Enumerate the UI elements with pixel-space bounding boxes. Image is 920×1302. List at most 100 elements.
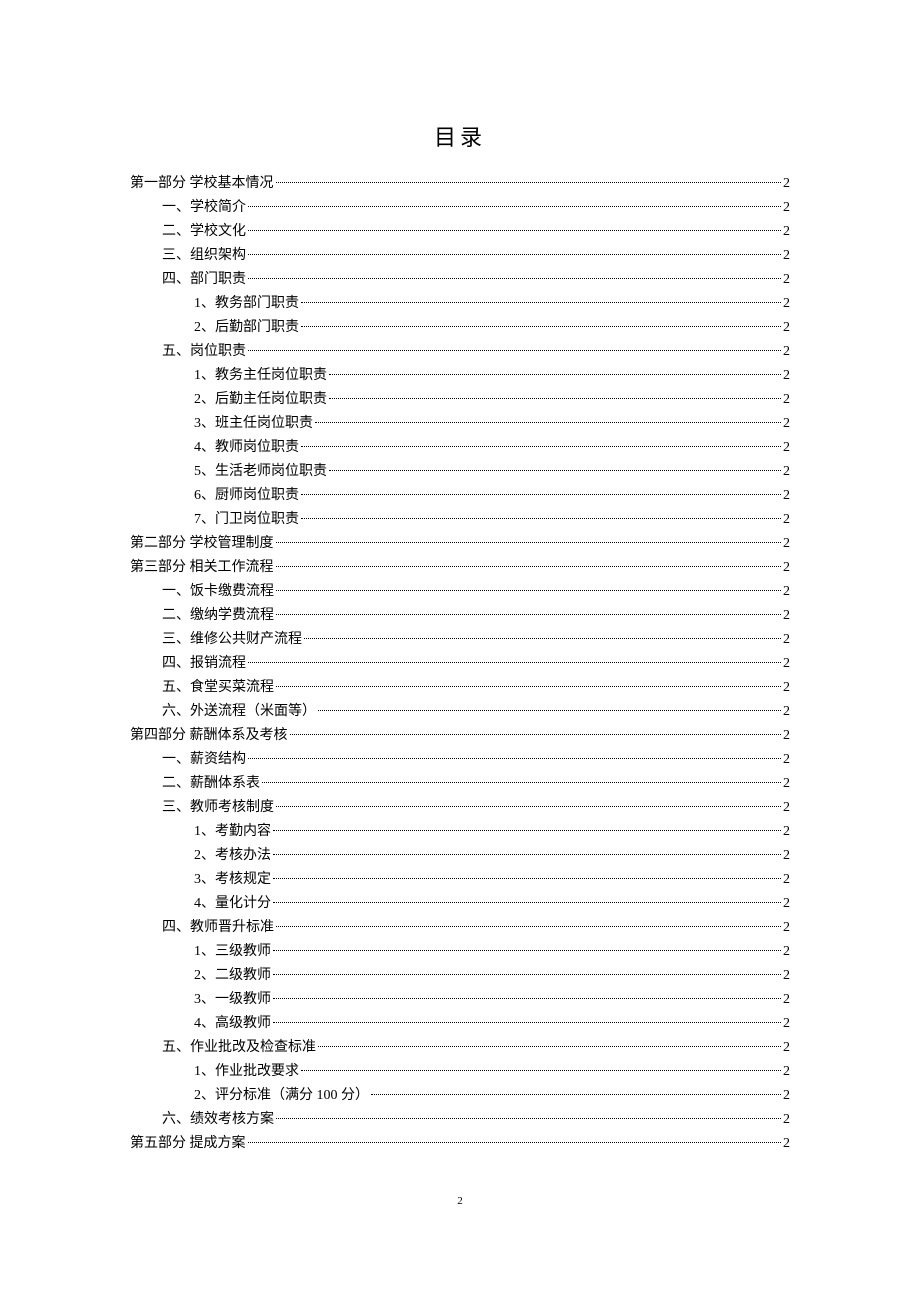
toc-leader-dots xyxy=(273,998,781,999)
toc-entry: 六、外送流程（米面等）2 xyxy=(130,700,790,724)
page-number: 2 xyxy=(0,1195,920,1207)
toc-leader-dots xyxy=(301,494,781,495)
toc-entry-page: 2 xyxy=(783,580,790,604)
toc-entry-text: 2、考核办法 xyxy=(194,844,271,868)
toc-entry: 3、一级教师2 xyxy=(130,988,790,1012)
toc-entry-page: 2 xyxy=(783,292,790,316)
toc-entry-text: 六、绩效考核方案 xyxy=(162,1108,274,1132)
toc-entry: 三、教师考核制度2 xyxy=(130,796,790,820)
toc-leader-dots xyxy=(276,590,781,591)
toc-entry-text: 1、教务部门职责 xyxy=(194,292,299,316)
toc-entry-page: 2 xyxy=(783,868,790,892)
toc-entry: 1、作业批改要求2 xyxy=(130,1060,790,1084)
toc-entry: 五、食堂买菜流程2 xyxy=(130,676,790,700)
toc-entry-page: 2 xyxy=(783,628,790,652)
toc-entry-text: 2、后勤主任岗位职责 xyxy=(194,388,327,412)
toc-title: 目录 xyxy=(130,120,790,152)
toc-entry: 第四部分 薪酬体系及考核2 xyxy=(130,724,790,748)
toc-entry-text: 4、教师岗位职责 xyxy=(194,436,299,460)
toc-leader-dots xyxy=(276,686,781,687)
toc-leader-dots xyxy=(248,662,781,663)
toc-entry-text: 第五部分 提成方案 xyxy=(130,1132,246,1156)
toc-entry-text: 3、班主任岗位职责 xyxy=(194,412,313,436)
toc-leader-dots xyxy=(304,638,781,639)
toc-entry: 一、薪资结构2 xyxy=(130,748,790,772)
toc-leader-dots xyxy=(248,758,781,759)
toc-leader-dots xyxy=(276,926,781,927)
toc-entry: 二、缴纳学费流程2 xyxy=(130,604,790,628)
toc-entry: 第三部分 相关工作流程2 xyxy=(130,556,790,580)
toc-entry-text: 4、量化计分 xyxy=(194,892,271,916)
toc-entry-text: 2、后勤部门职责 xyxy=(194,316,299,340)
toc-entry-page: 2 xyxy=(783,244,790,268)
toc-leader-dots xyxy=(248,254,781,255)
toc-entry-page: 2 xyxy=(783,340,790,364)
toc-entry-page: 2 xyxy=(783,964,790,988)
toc-leader-dots xyxy=(301,446,781,447)
toc-entry: 第五部分 提成方案2 xyxy=(130,1132,790,1156)
toc-entry: 一、学校简介2 xyxy=(130,196,790,220)
toc-entry-text: 第二部分 学校管理制度 xyxy=(130,532,274,556)
toc-leader-dots xyxy=(276,182,782,183)
toc-leader-dots xyxy=(248,230,781,231)
toc-entry-page: 2 xyxy=(783,844,790,868)
toc-entry-text: 五、作业批改及检查标准 xyxy=(162,1036,316,1060)
toc-entry: 5、生活老师岗位职责2 xyxy=(130,460,790,484)
toc-entry: 四、报销流程2 xyxy=(130,652,790,676)
toc-entry-page: 2 xyxy=(783,172,790,196)
toc-leader-dots xyxy=(301,302,781,303)
toc-entry-page: 2 xyxy=(783,820,790,844)
toc-entry: 2、后勤主任岗位职责2 xyxy=(130,388,790,412)
toc-entry-page: 2 xyxy=(783,676,790,700)
toc-entry-text: 第三部分 相关工作流程 xyxy=(130,556,274,580)
toc-entry-text: 一、饭卡缴费流程 xyxy=(162,580,274,604)
toc-entry: 二、薪酬体系表 2 xyxy=(130,772,790,796)
toc-entry-text: 第一部分 学校基本情况 xyxy=(130,172,274,196)
toc-entry-page: 2 xyxy=(783,1060,790,1084)
toc-entry-page: 2 xyxy=(783,700,790,724)
toc-entry: 1、教务主任岗位职责 2 xyxy=(130,364,790,388)
toc-entry-page: 2 xyxy=(783,364,790,388)
toc-entry-page: 2 xyxy=(783,460,790,484)
toc-leader-dots xyxy=(329,470,781,471)
toc-entry: 四、教师晋升标准2 xyxy=(130,916,790,940)
toc-leader-dots xyxy=(301,326,781,327)
toc-entry-text: 7、门卫岗位职责 xyxy=(194,508,299,532)
toc-entry: 4、高级教师2 xyxy=(130,1012,790,1036)
toc-entry-text: 2、二级教师 xyxy=(194,964,271,988)
toc-entry: 2、后勤部门职责 2 xyxy=(130,316,790,340)
toc-entry-text: 三、教师考核制度 xyxy=(162,796,274,820)
toc-entry: 1、考勤内容2 xyxy=(130,820,790,844)
toc-leader-dots xyxy=(273,1022,781,1023)
toc-entry-text: 1、三级教师 xyxy=(194,940,271,964)
toc-leader-dots xyxy=(273,854,781,855)
toc-entry: 五、作业批改及检查标准2 xyxy=(130,1036,790,1060)
toc-entry: 6、厨师岗位职责2 xyxy=(130,484,790,508)
toc-entry-page: 2 xyxy=(783,1084,790,1108)
toc-entry-page: 2 xyxy=(783,604,790,628)
toc-entry-text: 3、考核规定 xyxy=(194,868,271,892)
toc-entry: 四、部门职责2 xyxy=(130,268,790,292)
toc-entry-text: 一、学校简介 xyxy=(162,196,246,220)
toc-entry: 一、饭卡缴费流程 2 xyxy=(130,580,790,604)
toc-entry-text: 二、薪酬体系表 xyxy=(162,772,260,796)
toc-entry-page: 2 xyxy=(783,652,790,676)
toc-entry-page: 2 xyxy=(783,772,790,796)
toc-entry-page: 2 xyxy=(783,316,790,340)
toc-leader-dots xyxy=(329,374,781,375)
toc-entry-text: 三、维修公共财产流程 xyxy=(162,628,302,652)
toc-leader-dots xyxy=(276,1118,781,1119)
toc-entry: 1、三级教师2 xyxy=(130,940,790,964)
toc-entry-text: 1、教务主任岗位职责 xyxy=(194,364,327,388)
toc-entry-page: 2 xyxy=(783,220,790,244)
toc-entry-page: 2 xyxy=(783,892,790,916)
toc-entry-page: 2 xyxy=(783,532,790,556)
toc-leader-dots xyxy=(273,902,781,903)
toc-entry: 第一部分 学校基本情况 2 xyxy=(130,172,790,196)
toc-leader-dots xyxy=(371,1094,781,1095)
toc-leader-dots xyxy=(276,542,782,543)
toc-entry: 1、教务部门职责 2 xyxy=(130,292,790,316)
toc-entry-text: 五、岗位职责 xyxy=(162,340,246,364)
toc-leader-dots xyxy=(273,950,781,951)
toc-entry-page: 2 xyxy=(783,748,790,772)
